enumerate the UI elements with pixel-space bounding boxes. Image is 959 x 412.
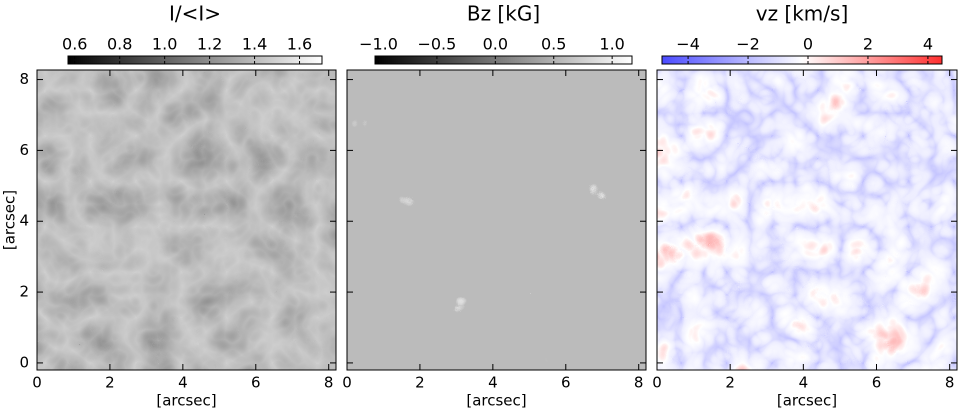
- colorbar-tick-label: 0: [803, 35, 813, 54]
- colorbar-tick-label: 2: [863, 35, 873, 54]
- x-tick-label: 2: [105, 374, 115, 392]
- colorbar-tick-label: −0.5: [417, 35, 456, 54]
- map-image: [347, 70, 646, 370]
- map-image: [657, 70, 957, 370]
- x-tick-label: 6: [561, 374, 571, 392]
- colorbar-tick-label: −4: [676, 35, 700, 54]
- x-tick-label: 8: [945, 374, 955, 392]
- x-axis-label: [arcsec]: [466, 392, 526, 410]
- x-tick-label: 4: [178, 374, 188, 392]
- colorbar: [661, 55, 943, 65]
- colorbar-tick-label: 0.0: [483, 35, 508, 54]
- x-tick-label: 6: [251, 374, 261, 392]
- colorbar-tick-label: 1.4: [242, 35, 267, 54]
- colorbar-tick-label: 1.0: [152, 35, 177, 54]
- plot-frame: [346, 69, 647, 371]
- x-tick-label: 0: [652, 374, 662, 392]
- x-tick-label: 4: [799, 374, 809, 392]
- x-tick-label: 6: [872, 374, 882, 392]
- x-tick-label: 0: [32, 374, 42, 392]
- y-tick-label: 6: [19, 141, 29, 159]
- y-tick-label: 2: [19, 283, 29, 301]
- y-tick-label: 4: [19, 212, 29, 230]
- colorbar-tick-label: 1.2: [197, 35, 222, 54]
- colorbar-title: I/<I>: [169, 2, 221, 26]
- colorbar-tick-label: 1.0: [599, 35, 624, 54]
- x-axis-label: [arcsec]: [777, 392, 837, 410]
- colorbar-title: vz [km/s]: [756, 2, 849, 26]
- x-tick-label: 0: [342, 374, 352, 392]
- colorbar: [374, 55, 633, 65]
- x-tick-label: 2: [725, 374, 735, 392]
- colorbar-tick-label: 0.6: [62, 35, 87, 54]
- x-axis-label: [arcsec]: [156, 392, 216, 410]
- x-tick-label: 4: [488, 374, 498, 392]
- plot-frame: [656, 69, 958, 371]
- y-axis-label: [arcsec]: [1, 190, 19, 250]
- colorbar: [67, 55, 323, 65]
- colorbar-tick-label: −1.0: [359, 35, 398, 54]
- colorbar-tick-label: 0.5: [541, 35, 566, 54]
- colorbar-title: Bz [kG]: [467, 2, 540, 26]
- colorbar-tick-label: −2: [736, 35, 760, 54]
- y-tick-label: 0: [19, 353, 29, 371]
- map-image: [37, 70, 336, 370]
- colorbar-tick-label: 0.8: [107, 35, 132, 54]
- colorbar-tick-label: 1.6: [287, 35, 312, 54]
- x-tick-label: 8: [324, 374, 334, 392]
- x-tick-label: 2: [415, 374, 425, 392]
- plot-frame: [36, 69, 337, 371]
- x-tick-label: 8: [634, 374, 644, 392]
- y-tick-label: 8: [19, 70, 29, 88]
- colorbar-tick-label: 4: [923, 35, 933, 54]
